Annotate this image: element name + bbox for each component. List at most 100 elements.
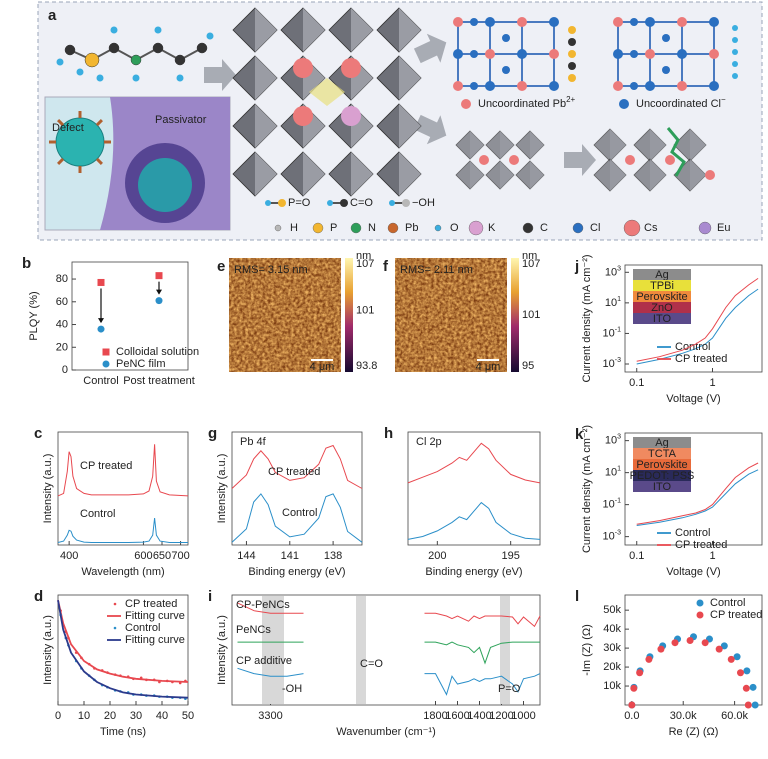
tick-text: 20k xyxy=(603,661,621,673)
panel-label: c xyxy=(34,425,42,442)
tick-text: 10 xyxy=(603,358,615,370)
octahedron-face xyxy=(650,129,666,161)
panel-label: j xyxy=(574,258,579,275)
tick-text: 30.0k xyxy=(670,710,697,722)
dopant xyxy=(309,78,345,106)
octahedron-face xyxy=(500,131,514,159)
ligand-atom xyxy=(568,50,576,58)
ligand-atom xyxy=(568,74,576,82)
tick-exp: -3 xyxy=(615,357,621,364)
panel-label: g xyxy=(208,425,217,442)
device-layer-label: Perovskite xyxy=(636,291,687,303)
tick-text: 10 xyxy=(605,297,617,309)
tick-text: 60.0k xyxy=(721,710,748,722)
colorbar-tick-label: 93.8 xyxy=(356,360,377,372)
tick-text: 40 xyxy=(56,318,68,330)
atom xyxy=(196,42,208,54)
y-tick-label: 10-1 xyxy=(603,326,622,339)
series-line xyxy=(57,600,189,699)
y-axis-label: Intensity (a.u.) xyxy=(216,454,228,524)
marker-half xyxy=(619,99,629,109)
octahedron-face xyxy=(399,56,421,100)
x-tick-label: 1400 xyxy=(467,710,491,722)
data-point xyxy=(630,684,638,692)
x-tick-label: 650 xyxy=(153,550,171,562)
element-label: O xyxy=(450,222,459,234)
octahedron-face xyxy=(500,161,514,189)
tick-text: 3300 xyxy=(258,710,282,722)
plot-frame xyxy=(231,594,541,706)
series-line xyxy=(57,444,189,497)
lattice-atom xyxy=(645,17,655,27)
lattice-atom xyxy=(470,18,478,26)
legend-label: Control xyxy=(675,527,710,539)
y-axis-label: Intensity (a.u.) xyxy=(216,615,228,685)
tick-text: 650 xyxy=(153,550,171,562)
cs-ion xyxy=(665,155,675,165)
element-key xyxy=(698,221,712,235)
device-layer-label: TCTA xyxy=(648,448,677,460)
element-key xyxy=(350,222,362,234)
atom-key xyxy=(265,200,271,206)
tick-text: 0 xyxy=(55,710,61,722)
x-tick-label: 400 xyxy=(60,550,78,562)
colorbar-tick-label: 107 xyxy=(522,258,540,270)
marker-half xyxy=(461,99,471,109)
y-axis-label: Current density (mA cm⁻²) xyxy=(581,425,593,553)
panel-label: d xyxy=(34,588,43,605)
tick-text: 50 xyxy=(182,710,194,722)
lattice-atom xyxy=(645,81,655,91)
series-line xyxy=(231,493,363,543)
plot-frame xyxy=(57,431,189,546)
colorbar-tick-label: 101 xyxy=(356,304,374,316)
data-point xyxy=(686,637,694,645)
tick-exp: 1 xyxy=(617,296,621,303)
y-tick-label: 50k xyxy=(603,604,621,616)
atom xyxy=(64,44,76,56)
x-tick-label: 1200 xyxy=(489,710,513,722)
legend-label: CP treated xyxy=(675,353,727,365)
tick-text: 144 xyxy=(237,550,255,562)
data-point xyxy=(701,639,709,647)
atom-key xyxy=(327,200,333,206)
atom xyxy=(56,58,64,66)
tick-exp: 3 xyxy=(617,433,621,440)
atom-key xyxy=(402,199,410,207)
y-axis-label: Current density (mA cm⁻²) xyxy=(581,254,593,382)
element-label: P xyxy=(330,222,337,234)
data-point xyxy=(742,684,750,692)
tick-exp: -1 xyxy=(615,326,621,333)
label-text: Uncoordinated Pb xyxy=(478,98,566,110)
y-tick-label: 40k xyxy=(603,623,621,635)
element-label: Cs xyxy=(644,222,658,234)
octahedron-face xyxy=(351,152,373,196)
atom xyxy=(154,26,162,34)
device-layer xyxy=(633,448,691,459)
lattice-atom xyxy=(630,18,638,26)
data-point xyxy=(102,360,110,368)
x-tick-label: 0.0 xyxy=(624,710,639,722)
atom-key xyxy=(278,199,286,207)
tick-text: 10 xyxy=(603,327,615,339)
device-layer xyxy=(633,280,691,291)
x-tick-label: 0.1 xyxy=(629,550,644,562)
y-axis-label: PLQY (%) xyxy=(28,291,40,340)
device-layer-label: Ag xyxy=(655,269,668,281)
annotation: Control xyxy=(80,508,115,520)
tick-text: 141 xyxy=(281,550,299,562)
x-axis-label: Re (Z) (Ω) xyxy=(669,726,719,738)
data-point xyxy=(743,667,751,675)
legend-label: Colloidal solution xyxy=(116,346,199,358)
x-axis-label: Time (ns) xyxy=(100,726,146,738)
device-layer xyxy=(633,291,691,302)
x-axis-label: Wavenumber (cm⁻¹) xyxy=(336,726,436,738)
tick-text: 138 xyxy=(324,550,342,562)
data-point xyxy=(671,639,679,647)
ligand-atom xyxy=(568,26,576,34)
tick-exp: -3 xyxy=(615,529,621,536)
tick-text: 10 xyxy=(603,531,615,543)
y-axis-label: Intensity (a.u.) xyxy=(42,454,54,524)
panel-label: i xyxy=(208,588,212,605)
tick-text: 10 xyxy=(78,710,90,722)
octahedron-face xyxy=(530,131,544,159)
